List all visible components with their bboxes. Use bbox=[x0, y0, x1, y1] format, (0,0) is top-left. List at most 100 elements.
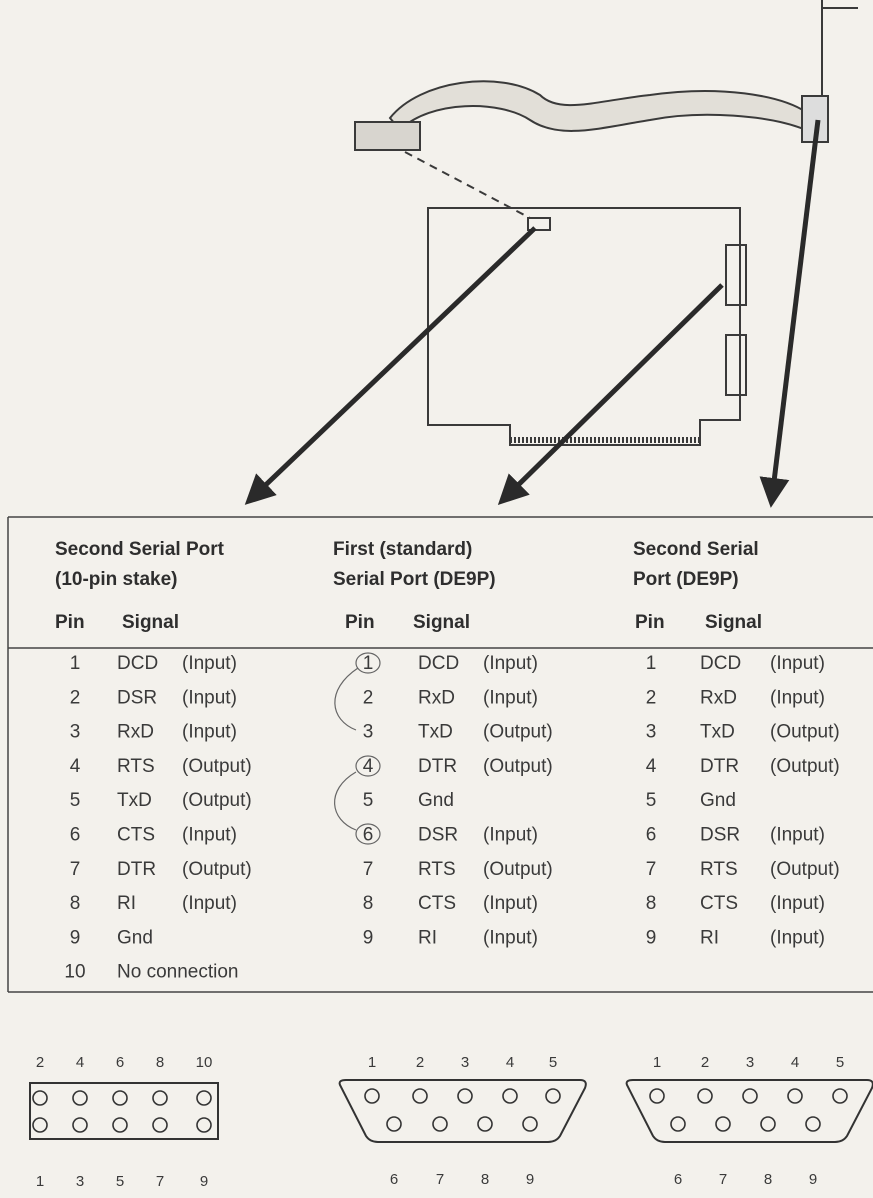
stake-connector bbox=[354, 121, 421, 151]
pin-number: 4 bbox=[363, 756, 374, 777]
pin-hole bbox=[502, 1088, 518, 1104]
signal-header: Signal bbox=[705, 612, 762, 633]
signal-direction: (Output) bbox=[770, 756, 840, 777]
pin-label: 2 bbox=[416, 1054, 424, 1071]
signal-name: DCD bbox=[418, 653, 459, 674]
pin-header: Pin bbox=[345, 612, 375, 633]
circle-mark bbox=[355, 652, 381, 674]
ribbon-cable bbox=[388, 80, 807, 132]
pin-number: 5 bbox=[363, 790, 374, 811]
pin-number: 4 bbox=[646, 756, 657, 777]
pin-label: 7 bbox=[719, 1171, 727, 1188]
content: Second Serial Port (10-pin stake) Pin Signa… bbox=[29, 539, 873, 1190]
pin-number: 7 bbox=[363, 859, 374, 880]
pin-number: 2 bbox=[363, 687, 374, 708]
pin-label: 6 bbox=[674, 1171, 682, 1188]
signal-direction: (Input) bbox=[182, 687, 237, 708]
bracket bbox=[821, 0, 858, 95]
signal-name: RTS bbox=[700, 859, 738, 880]
arrow bbox=[244, 226, 537, 505]
pin-number: 5 bbox=[646, 790, 657, 811]
pin-label: 7 bbox=[156, 1173, 164, 1190]
signal-direction: (Input) bbox=[483, 653, 538, 674]
pin-hole bbox=[760, 1116, 776, 1132]
arrow bbox=[759, 119, 821, 508]
annotations bbox=[334, 652, 381, 845]
pin-hole bbox=[386, 1116, 402, 1132]
signal-name: Gnd bbox=[700, 790, 736, 811]
arrow bbox=[497, 283, 724, 506]
pin-hole bbox=[432, 1116, 448, 1132]
pin-number: 8 bbox=[363, 893, 374, 914]
signal-name: DSR bbox=[117, 687, 157, 708]
pin-hole bbox=[457, 1088, 473, 1104]
pin-hole bbox=[787, 1088, 803, 1104]
pin-label: 9 bbox=[526, 1171, 534, 1188]
pin-label: 9 bbox=[200, 1173, 208, 1190]
pin-hole bbox=[715, 1116, 731, 1132]
signal-direction: (Input) bbox=[182, 825, 237, 846]
signal-name: RxD bbox=[117, 722, 154, 743]
pin-label: 7 bbox=[436, 1171, 444, 1188]
pin-hole bbox=[477, 1116, 493, 1132]
pin-number: 9 bbox=[70, 927, 81, 948]
pin-label: 1 bbox=[36, 1173, 44, 1190]
signal-name: RxD bbox=[418, 687, 455, 708]
pin-hole bbox=[364, 1088, 380, 1104]
pin-label: 1 bbox=[368, 1054, 376, 1071]
pin-label: 2 bbox=[36, 1054, 44, 1071]
port-1 bbox=[725, 244, 747, 306]
pin-hole bbox=[72, 1117, 88, 1133]
pin-number: 10 bbox=[64, 962, 85, 983]
pin-hole bbox=[545, 1088, 561, 1104]
pin-label: 3 bbox=[76, 1173, 84, 1190]
signal-direction: (Output) bbox=[483, 756, 553, 777]
signal-name: RTS bbox=[117, 756, 155, 777]
stake-outline bbox=[29, 1082, 219, 1140]
pin-number: 9 bbox=[363, 927, 374, 948]
signal-name: CTS bbox=[418, 893, 456, 914]
signal-name: RTS bbox=[418, 859, 456, 880]
pin-label: 6 bbox=[390, 1171, 398, 1188]
pin-number: 1 bbox=[363, 653, 374, 674]
pin-hole bbox=[196, 1090, 212, 1106]
pin-number: 5 bbox=[70, 790, 81, 811]
column-title: (10-pin stake) bbox=[55, 569, 177, 590]
signal-name: TxD bbox=[117, 790, 152, 811]
pin-number: 4 bbox=[70, 756, 81, 777]
illustration bbox=[244, 0, 858, 508]
pin-label: 5 bbox=[116, 1173, 124, 1190]
pin-label: 9 bbox=[809, 1171, 817, 1188]
pin-label: 10 bbox=[196, 1054, 213, 1071]
column-title: First (standard) bbox=[333, 539, 472, 560]
pin-number: 3 bbox=[363, 722, 374, 743]
signal-name: TxD bbox=[700, 722, 735, 743]
pin-label: 4 bbox=[76, 1054, 84, 1071]
signal-direction: (Input) bbox=[770, 927, 825, 948]
signal-direction: (Input) bbox=[770, 653, 825, 674]
pin-hole bbox=[32, 1117, 48, 1133]
signal-name: DSR bbox=[700, 825, 740, 846]
pin-hole bbox=[670, 1116, 686, 1132]
header-pins bbox=[527, 217, 551, 231]
adapter-card bbox=[427, 207, 741, 446]
pin-hole bbox=[649, 1088, 665, 1104]
signal-name: CTS bbox=[700, 893, 738, 914]
pin-header: Pin bbox=[55, 612, 85, 633]
pin-hole bbox=[112, 1117, 128, 1133]
circle-mark bbox=[355, 823, 381, 845]
pin-hole bbox=[522, 1116, 538, 1132]
pin-hole bbox=[72, 1090, 88, 1106]
signal-name: DCD bbox=[117, 653, 158, 674]
column-title: Serial Port (DE9P) bbox=[333, 569, 496, 590]
pin-number: 1 bbox=[70, 653, 81, 674]
pin-hole bbox=[32, 1090, 48, 1106]
pin-hole bbox=[697, 1088, 713, 1104]
signal-direction: (Output) bbox=[483, 859, 553, 880]
pin-number: 6 bbox=[646, 825, 657, 846]
port-2 bbox=[725, 334, 747, 396]
signal-direction: (Input) bbox=[182, 893, 237, 914]
pin-label: 4 bbox=[791, 1054, 799, 1071]
signal-name: RI bbox=[117, 893, 136, 914]
signal-direction: (Output) bbox=[182, 859, 252, 880]
